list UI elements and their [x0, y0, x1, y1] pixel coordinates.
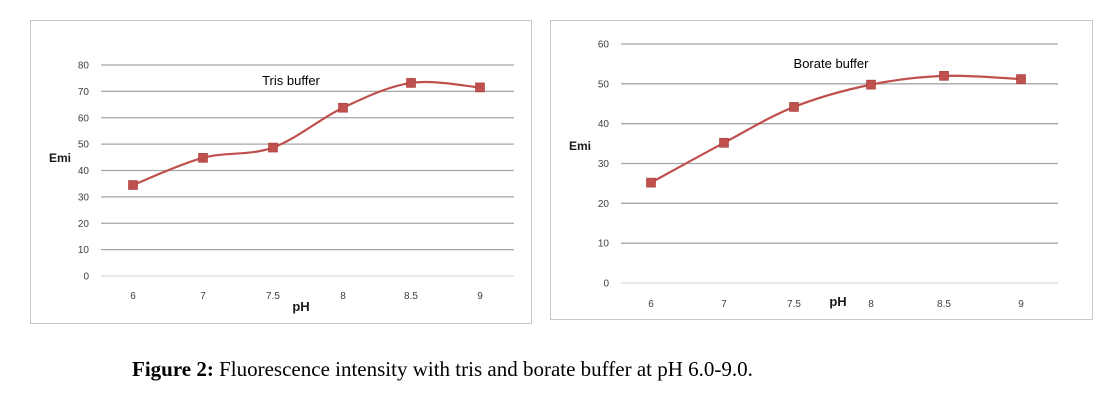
tris-y-tick-label: 20 [78, 219, 90, 230]
tris-y-tick-label: 60 [78, 113, 90, 124]
tris-y-tick-label: 30 [78, 192, 90, 203]
borate-data-point [646, 177, 656, 188]
borate-y-tick-label: 60 [598, 40, 610, 51]
borate-y-tick-label: 20 [598, 199, 610, 210]
tris-x-tick-label: 7 [200, 291, 206, 302]
figure-caption-label: Figure 2: [132, 357, 214, 381]
tris-x-tick-label: 6 [130, 291, 136, 302]
borate-x-tick-label: 7.5 [787, 299, 801, 310]
tris-y-tick-label: 70 [78, 87, 90, 98]
tris-y-tick-label: 0 [83, 272, 89, 283]
tris-chart-title: Tris buffer [262, 73, 320, 88]
tris-y-tick-label: 10 [78, 245, 90, 256]
borate-x-tick-label: 9 [1018, 299, 1024, 310]
tris-data-point [406, 78, 416, 88]
tris-data-point [268, 142, 278, 153]
borate-x-axis-label: pH [829, 294, 846, 309]
borate-data-point [789, 102, 799, 112]
borate-data-point [939, 71, 949, 81]
tris-x-tick-label: 8 [340, 291, 346, 302]
borate-buffer-chart-panel: 0 10 20 30 40 50 60 6 7 7.5 8 8.5 9 pH Emi Borate buffe… [550, 20, 1093, 320]
tris-buffer-chart-panel: 0 10 20 30 40 50 60 70 80 6 7 7.5 8 8.5 9 pH Emi Tris buf… [30, 20, 532, 324]
tris-buffer-chart: 0 10 20 30 40 50 60 70 80 6 7 7.5 8 8.5 9 pH Emi Tris buf… [49, 61, 514, 314]
tris-data-point [338, 102, 348, 113]
borate-data-point [719, 137, 729, 148]
borate-x-tick-label: 6 [648, 299, 654, 310]
borate-y-tick-label: 50 [598, 79, 610, 90]
borate-y-tick-label: 0 [603, 279, 609, 290]
tris-x-tick-label: 9 [477, 291, 483, 302]
borate-series-line [650, 74, 1022, 184]
figure-caption-text: Fluorescence intensity with tris and bor… [213, 357, 753, 381]
tris-y-axis-label: Emi [49, 151, 71, 165]
tris-x-axis-label: pH [292, 299, 309, 314]
tris-data-point [475, 82, 485, 93]
borate-buffer-chart: 0 10 20 30 40 50 60 6 7 7.5 8 8.5 9 pH Emi Borate buffe… [569, 40, 1058, 310]
tris-series-line [132, 80, 481, 187]
borate-x-tick-label: 7 [721, 299, 727, 310]
tris-y-tick-label: 80 [78, 61, 90, 72]
borate-y-tick-label: 30 [598, 159, 610, 170]
borate-chart-title: Borate buffer [794, 56, 870, 71]
tris-y-tick-label: 50 [78, 140, 90, 151]
borate-x-tick-label: 8 [868, 299, 874, 310]
tris-data-point [128, 180, 138, 190]
tris-x-tick-label: 7.5 [266, 291, 280, 302]
borate-y-tick-label: 40 [598, 119, 610, 130]
tris-x-tick-label: 8.5 [404, 291, 418, 302]
tris-data-point [198, 153, 208, 163]
tris-y-tick-label: 40 [78, 166, 90, 177]
borate-data-point [866, 79, 876, 90]
borate-y-tick-label: 10 [598, 239, 610, 250]
figure-caption: Figure 2: Fluorescence intensity with tr… [132, 357, 753, 382]
borate-data-point [1016, 74, 1026, 84]
borate-x-tick-label: 8.5 [937, 299, 951, 310]
borate-y-axis-label: Emi [569, 139, 591, 153]
